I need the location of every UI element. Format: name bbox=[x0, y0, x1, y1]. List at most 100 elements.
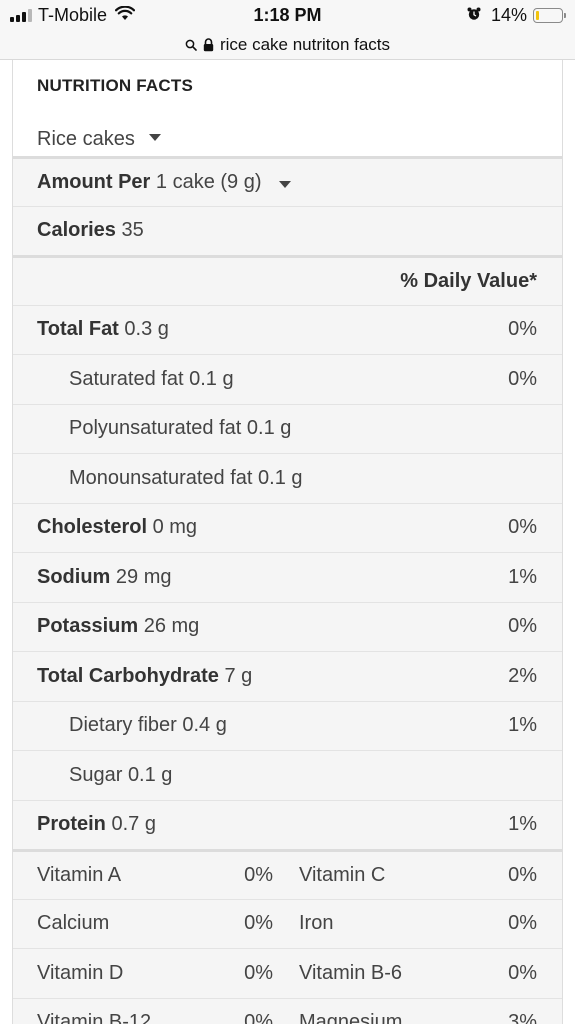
nutrient-row: Total Carbohydrate 7 g 2% bbox=[13, 651, 562, 701]
nutrition-card: NUTRITION FACTS Rice cakes Amount Per 1 … bbox=[12, 60, 563, 1024]
nutrient-row: Sodium 29 mg 1% bbox=[13, 552, 562, 602]
vitamin-daily-value: 0% bbox=[244, 912, 273, 935]
nutrient-amount: 7 g bbox=[224, 664, 253, 687]
nutrient-amount: 0.1 g bbox=[258, 466, 303, 489]
calories-label: Calories bbox=[37, 219, 116, 242]
nutrient-amount: 29 mg bbox=[115, 565, 172, 588]
vitamin-row: Vitamin A 0% Vitamin C 0% bbox=[13, 849, 562, 899]
nutrient-name: Saturated fat bbox=[69, 367, 184, 390]
nutrient-amount: 0.1 g bbox=[127, 763, 173, 786]
chevron-down-icon bbox=[279, 180, 292, 188]
nutrient-row: Polyunsaturated fat 0.1 g bbox=[13, 403, 562, 453]
nutrient-name: Potassium bbox=[37, 615, 139, 638]
nutrient-row: Potassium 26 mg 0% bbox=[13, 601, 562, 651]
nutrient-label: Total Fat 0.3 g bbox=[37, 318, 169, 341]
nutrient-row: Sugar 0.1 g bbox=[13, 750, 562, 800]
nutrient-daily-value: 0% bbox=[508, 516, 537, 539]
nutrient-label: Polyunsaturated fat 0.1 g bbox=[69, 417, 291, 440]
nutrient-daily-value: 1% bbox=[508, 813, 537, 836]
nutrient-label: Saturated fat 0.1 g bbox=[69, 368, 234, 391]
vitamin-daily-value: 0% bbox=[244, 961, 273, 984]
vitamin-name: Calcium bbox=[37, 912, 110, 935]
nutrient-name: Polyunsaturated fat bbox=[69, 417, 242, 440]
carrier-label: T-Mobile bbox=[38, 5, 108, 25]
nutrient-daily-value: 2% bbox=[508, 664, 537, 687]
food-dropdown[interactable]: Rice cakes bbox=[37, 128, 161, 151]
nutrient-amount: 26 mg bbox=[143, 615, 200, 638]
search-icon bbox=[185, 39, 197, 51]
nutrient-name: Cholesterol bbox=[37, 516, 148, 539]
url-text: rice cake nutriton facts bbox=[219, 34, 391, 54]
nutrient-amount: 0.3 g bbox=[124, 318, 169, 341]
vitamin-daily-value: 0% bbox=[508, 863, 537, 886]
nutrient-daily-value: 1% bbox=[508, 714, 537, 737]
nutrient-daily-value: 1% bbox=[508, 565, 537, 588]
vitamin-daily-value: 0% bbox=[508, 912, 537, 935]
nutrient-amount: 0.7 g bbox=[111, 813, 156, 836]
nutrient-name: Monounsaturated fat bbox=[69, 466, 253, 489]
chevron-down-icon bbox=[148, 134, 161, 141]
battery-icon bbox=[533, 8, 566, 23]
nutrient-name: Protein bbox=[37, 813, 106, 836]
nutrient-daily-value: 0% bbox=[508, 367, 537, 390]
nutrient-label: Total Carbohydrate 7 g bbox=[37, 665, 252, 688]
nutrient-label: Cholesterol 0 mg bbox=[37, 516, 197, 539]
nutrient-row: Monounsaturated fat 0.1 g bbox=[13, 453, 562, 503]
nutrient-amount: 0.1 g bbox=[246, 417, 292, 440]
nutrient-daily-value: 0% bbox=[508, 615, 537, 638]
amount-label: Amount Per bbox=[37, 170, 151, 193]
nutrient-name: Dietary fiber bbox=[69, 714, 177, 737]
nutrient-label: Sugar 0.1 g bbox=[69, 764, 172, 787]
vitamin-name: Vitamin B-12 bbox=[37, 1011, 152, 1024]
alarm-icon bbox=[467, 5, 481, 26]
nutrient-label: Potassium 26 mg bbox=[37, 615, 199, 638]
food-dropdown-label: Rice cakes bbox=[37, 128, 135, 150]
nutrient-amount: 0.4 g bbox=[182, 714, 227, 737]
nutrient-row: Saturated fat 0.1 g 0% bbox=[13, 354, 562, 404]
status-left: T-Mobile bbox=[10, 5, 136, 26]
status-bar: T-Mobile 1:18 PM 14% bbox=[0, 0, 575, 30]
nutrient-label: Protein 0.7 g bbox=[37, 813, 156, 836]
nutrient-daily-value: 0% bbox=[508, 318, 537, 341]
vitamin-daily-value: 3% bbox=[508, 1011, 537, 1024]
nutrition-table: Amount Per 1 cake (9 g) Calories 35 % Da… bbox=[13, 156, 562, 1024]
vitamin-name: Vitamin A bbox=[37, 863, 122, 886]
vitamin-name: Vitamin D bbox=[37, 961, 124, 984]
nutrient-name: Sugar bbox=[69, 763, 123, 786]
battery-level bbox=[535, 10, 539, 20]
vitamin-row: Vitamin D 0% Vitamin B-6 0% bbox=[13, 948, 562, 998]
nutrient-name: Total Fat bbox=[37, 318, 119, 341]
nutrient-label: Dietary fiber 0.4 g bbox=[69, 714, 227, 737]
nutrient-row: Dietary fiber 0.4 g 1% bbox=[13, 700, 562, 750]
battery-percent: 14% bbox=[490, 5, 527, 25]
vitamin-name: Magnesium bbox=[299, 1011, 403, 1024]
calories-row: Calories 35 bbox=[13, 205, 562, 255]
status-right: 14% bbox=[467, 5, 566, 26]
vitamin-name: Vitamin B-6 bbox=[299, 961, 403, 984]
vitamin-row: Vitamin B-12 0% Magnesium 3% bbox=[13, 997, 562, 1024]
url-bar[interactable]: rice cake nutriton facts bbox=[0, 30, 575, 60]
vitamin-daily-value: 0% bbox=[244, 1011, 273, 1024]
nutrient-amount: 0 mg bbox=[152, 516, 198, 539]
nutrient-amount: 0.1 g bbox=[189, 367, 234, 390]
clock: 1:18 PM bbox=[253, 5, 322, 25]
wifi-icon bbox=[114, 5, 136, 26]
lock-icon bbox=[203, 37, 214, 52]
vitamin-name: Vitamin C bbox=[299, 863, 386, 886]
nutrient-row: Protein 0.7 g 1% bbox=[13, 799, 562, 849]
vitamin-daily-value: 0% bbox=[244, 863, 273, 886]
daily-value-header: % Daily Value* bbox=[13, 255, 562, 305]
nutrient-row: Total Fat 0.3 g 0% bbox=[13, 304, 562, 354]
nutrient-name: Sodium bbox=[37, 565, 111, 588]
nutrition-title: NUTRITION FACTS bbox=[37, 76, 193, 95]
vitamin-row: Calcium 0% Iron 0% bbox=[13, 898, 562, 948]
daily-value-label: % Daily Value* bbox=[400, 269, 537, 292]
serving-size-value: 1 cake (9 g) bbox=[155, 170, 262, 193]
vitamin-daily-value: 0% bbox=[508, 961, 537, 984]
serving-size-row[interactable]: Amount Per 1 cake (9 g) bbox=[13, 156, 562, 206]
nutrient-label: Sodium 29 mg bbox=[37, 566, 172, 589]
nutrient-label: Monounsaturated fat 0.1 g bbox=[69, 467, 303, 490]
nutrient-name: Total Carbohydrate bbox=[37, 664, 219, 687]
signal-icon bbox=[10, 9, 32, 22]
nutrient-row: Cholesterol 0 mg 0% bbox=[13, 502, 562, 552]
